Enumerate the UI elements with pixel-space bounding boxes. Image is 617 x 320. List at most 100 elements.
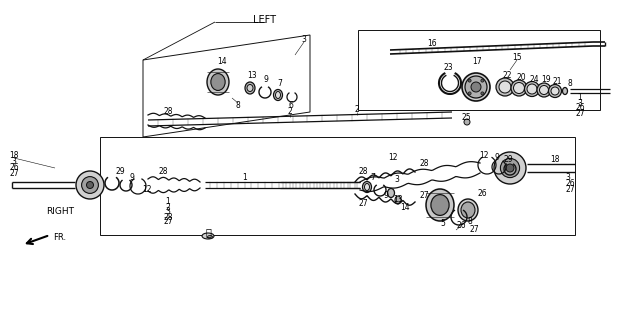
Text: 1: 1 [165, 197, 170, 206]
Ellipse shape [81, 177, 98, 193]
Text: 7: 7 [278, 78, 283, 87]
Circle shape [468, 92, 471, 95]
Text: 16: 16 [427, 39, 437, 49]
Ellipse shape [496, 78, 514, 96]
Ellipse shape [513, 83, 524, 93]
Text: 26: 26 [575, 103, 585, 113]
Text: 12: 12 [142, 186, 152, 195]
Ellipse shape [273, 90, 283, 100]
Text: LEFT: LEFT [254, 15, 276, 25]
Text: 3: 3 [578, 99, 582, 108]
Ellipse shape [387, 188, 394, 197]
Text: ⬧: ⬧ [205, 227, 211, 237]
Circle shape [481, 92, 484, 95]
Text: 19: 19 [541, 76, 551, 84]
Text: 14: 14 [217, 58, 227, 67]
Ellipse shape [207, 236, 212, 238]
Text: 3: 3 [394, 175, 399, 185]
Text: 27: 27 [565, 186, 574, 195]
Ellipse shape [462, 73, 490, 101]
Text: 3: 3 [565, 173, 570, 182]
Ellipse shape [276, 92, 281, 99]
Text: 17: 17 [472, 58, 482, 67]
Text: 15: 15 [512, 53, 522, 62]
Text: 28: 28 [419, 159, 429, 169]
Ellipse shape [524, 82, 539, 97]
Ellipse shape [365, 183, 370, 190]
Text: 5: 5 [441, 219, 445, 228]
Ellipse shape [426, 189, 454, 221]
Ellipse shape [506, 164, 514, 172]
Text: 9: 9 [384, 190, 389, 199]
Text: 1: 1 [242, 173, 247, 182]
Text: 22: 22 [502, 71, 511, 81]
Ellipse shape [86, 181, 94, 188]
Ellipse shape [471, 82, 481, 92]
Ellipse shape [76, 171, 104, 199]
Ellipse shape [494, 152, 526, 184]
Text: 29: 29 [116, 167, 126, 177]
Ellipse shape [527, 84, 537, 94]
Text: 27: 27 [358, 199, 368, 209]
Text: 13: 13 [393, 196, 403, 204]
Text: 12: 12 [479, 150, 489, 159]
Text: 27: 27 [419, 190, 429, 199]
Text: 26: 26 [456, 220, 466, 229]
Ellipse shape [395, 196, 401, 204]
Text: 28: 28 [164, 212, 173, 221]
Text: 28: 28 [358, 167, 368, 177]
Text: 9: 9 [130, 173, 135, 182]
Text: 26: 26 [565, 180, 574, 188]
Text: 27: 27 [163, 218, 173, 227]
Text: 23: 23 [443, 63, 453, 73]
Text: 2: 2 [165, 203, 170, 212]
Text: 29: 29 [503, 155, 513, 164]
Text: RIGHT: RIGHT [46, 207, 74, 217]
Text: 18: 18 [550, 156, 560, 164]
Text: 28: 28 [158, 167, 168, 177]
Text: 12: 12 [388, 154, 398, 163]
Text: 24: 24 [529, 75, 539, 84]
Ellipse shape [499, 81, 511, 93]
Circle shape [464, 119, 470, 125]
Ellipse shape [363, 181, 371, 193]
Text: 2: 2 [355, 106, 359, 115]
Text: 27: 27 [575, 108, 585, 117]
Ellipse shape [202, 233, 214, 239]
Text: 20: 20 [516, 74, 526, 83]
Ellipse shape [537, 83, 551, 97]
Text: 27: 27 [469, 226, 479, 235]
Ellipse shape [539, 85, 549, 94]
Ellipse shape [461, 202, 475, 218]
Ellipse shape [247, 84, 253, 92]
Text: 7: 7 [370, 172, 375, 181]
Ellipse shape [551, 87, 559, 95]
Ellipse shape [211, 74, 225, 91]
Text: FR.: FR. [53, 233, 66, 242]
Ellipse shape [511, 80, 527, 96]
Text: 27: 27 [9, 170, 19, 179]
Ellipse shape [458, 199, 478, 221]
Text: 13: 13 [247, 70, 257, 79]
Ellipse shape [500, 158, 520, 178]
Text: 8: 8 [568, 79, 573, 89]
Text: 25: 25 [461, 114, 471, 123]
Text: 3: 3 [302, 35, 307, 44]
Text: 26: 26 [9, 164, 19, 172]
Text: 3: 3 [165, 207, 170, 217]
Text: 18: 18 [9, 150, 19, 159]
Text: 8: 8 [236, 100, 241, 109]
Ellipse shape [207, 69, 229, 95]
Text: 14: 14 [400, 203, 410, 212]
Text: 21: 21 [552, 77, 561, 86]
Text: 3: 3 [12, 157, 17, 166]
Text: 9: 9 [263, 76, 268, 84]
Ellipse shape [563, 87, 568, 94]
Ellipse shape [245, 82, 255, 94]
Text: 1: 1 [578, 93, 582, 102]
Circle shape [468, 79, 471, 82]
Text: 9: 9 [495, 153, 499, 162]
Circle shape [481, 79, 484, 82]
Ellipse shape [431, 195, 449, 215]
Ellipse shape [465, 76, 487, 98]
